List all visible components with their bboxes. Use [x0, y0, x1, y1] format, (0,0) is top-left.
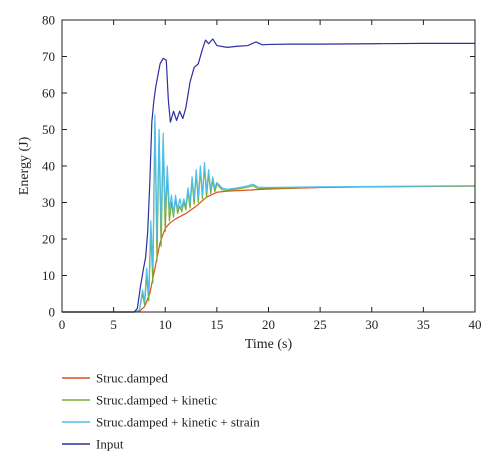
y-tick-label: 20 [42, 232, 55, 247]
x-tick-label: 20 [262, 317, 275, 332]
series-line-0 [62, 185, 476, 313]
y-tick-label: 30 [42, 195, 55, 210]
plot-area-frame [61, 19, 476, 313]
y-tick-label: 40 [42, 159, 55, 174]
x-tick-label: 10 [159, 317, 172, 332]
y-tick-label: 60 [42, 86, 55, 101]
legend-label-3: Input [96, 437, 124, 452]
x-tick-label: 35 [417, 317, 430, 332]
legend-label-1: Struc.damped + kinetic [96, 393, 217, 408]
y-tick-label: 10 [42, 268, 55, 283]
x-tick-label: 15 [210, 317, 223, 332]
y-tick-label: 50 [42, 122, 55, 137]
y-tick-label: 80 [42, 13, 55, 28]
series-line-1 [62, 121, 476, 313]
series-line-3 [62, 38, 475, 313]
legend: Struc.damped Struc.damped + kinetic Struc.… [62, 371, 260, 452]
x-tick-label: 0 [59, 317, 66, 332]
series-lines [62, 38, 476, 313]
legend-label-2: Struc.damped + kinetic + strain [96, 415, 260, 430]
y-tick-label: 0 [49, 305, 56, 320]
x-tick-label: 40 [469, 317, 482, 332]
y-axis-title: Energy (J) [17, 136, 32, 195]
x-tick-label: 5 [110, 317, 117, 332]
axis-ticks: 0 5 10 15 20 25 30 35 40 0 10 20 30 40 50 60 70 80 [42, 13, 482, 333]
x-tick-label: 30 [365, 317, 378, 332]
x-tick-label: 25 [314, 317, 327, 332]
legend-label-0: Struc.damped [96, 371, 168, 386]
series-line-2 [62, 114, 476, 313]
y-tick-label: 70 [42, 49, 55, 64]
x-axis-title: Time (s) [245, 337, 293, 352]
